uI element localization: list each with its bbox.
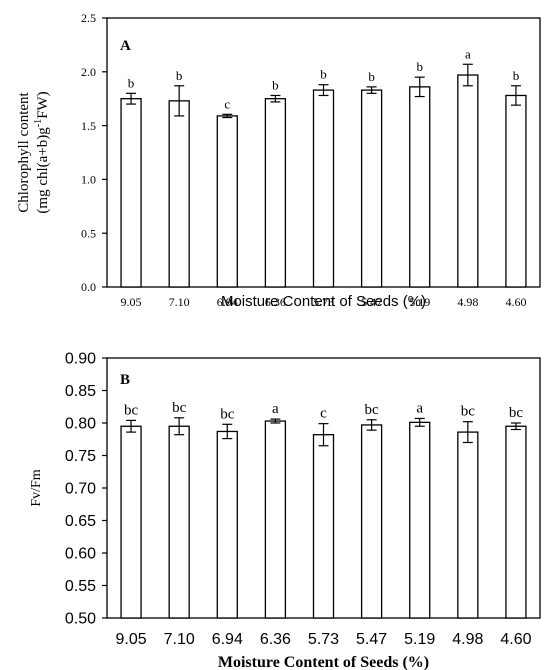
bar: [216, 430, 238, 619]
significance-letter: bc: [509, 405, 524, 421]
y-tick-label: 0.65: [65, 513, 96, 530]
chart-panel-a: 0.0 0.5 1.0 1.5 2.0 2.5 b 9.05 b 7.10 c 6.94 b 6.36 b 5…: [16, 11, 541, 310]
x-tick-label: 4.98: [457, 295, 478, 309]
significance-letter: b: [416, 59, 423, 74]
y-tick-label: 0.50: [65, 611, 96, 628]
y-tick-label: 0.90: [65, 351, 96, 368]
significance-letter: c: [224, 96, 230, 111]
significance-letter: a: [272, 401, 279, 417]
y-tick-label: 0.85: [65, 383, 96, 400]
bar: [457, 431, 479, 619]
significance-letter: a: [465, 46, 471, 61]
x-tick-label: 5.73: [308, 631, 339, 648]
bar: [120, 98, 142, 288]
bar: [457, 74, 479, 288]
x-tick-label: 7.10: [164, 631, 195, 648]
significance-letter: bc: [461, 404, 476, 420]
x-tick-label: 5.47: [356, 631, 387, 648]
significance-letter: b: [176, 68, 183, 83]
y-axis-label-line1: Chlorophyll content: [16, 91, 32, 212]
y-tick-label: 0.60: [65, 546, 96, 563]
x-tick-label: 5.73: [313, 295, 334, 309]
x-tick-label: 6.94: [217, 295, 238, 309]
x-tick-label: 7.10: [169, 295, 190, 309]
y-axis-label-unit: FW): [35, 91, 51, 119]
x-tick-label: 4.98: [452, 631, 483, 648]
y-tick-label: 2.0: [81, 65, 96, 79]
bar: [360, 89, 383, 288]
significance-letter: b: [320, 67, 327, 82]
bar: [409, 421, 431, 619]
significance-letter: bc: [172, 400, 187, 416]
y-axis-label-main: (mg chl(a+b)g: [35, 127, 51, 214]
y-tick-label: 0.55: [65, 578, 96, 595]
x-tick-label: 5.19: [404, 631, 435, 648]
bar: [312, 434, 335, 619]
bar: [264, 98, 287, 288]
x-tick-label: 9.05: [121, 295, 142, 309]
chart-panel-b: 0.50 0.55 0.60 0.65 0.70 0.75 0.80 0.85 0.90 bc 9.…: [29, 351, 541, 670]
y-axis-label-superscript: -1: [33, 119, 44, 127]
significance-letter: b: [513, 68, 520, 83]
significance-letter: a: [416, 400, 423, 416]
bar: [409, 86, 431, 288]
significance-letter: bc: [124, 402, 139, 418]
y-tick-label: 0.0: [81, 280, 96, 294]
bar: [312, 89, 335, 288]
panel-label: A: [120, 38, 131, 54]
bar: [360, 424, 383, 619]
bar: [168, 425, 190, 619]
x-axis-label: Moisture Content of Seeds (%): [221, 293, 426, 310]
x-tick-label: 6.36: [265, 295, 286, 309]
x-tick-label: 4.60: [500, 631, 531, 648]
bar: [120, 425, 142, 619]
y-tick-label: 0.75: [65, 448, 96, 465]
y-tick-label: 1.5: [81, 119, 96, 133]
x-tick-label: 5.19: [409, 295, 430, 309]
significance-letter: b: [272, 77, 279, 92]
significance-letter: b: [128, 75, 135, 90]
significance-letter: c: [320, 406, 327, 422]
x-tick-label: 4.60: [505, 295, 526, 309]
x-tick-label: 6.36: [260, 631, 291, 648]
y-axis-label: Fv/Fm: [29, 469, 44, 506]
y-axis-label-line2: (mg chl(a+b)g-1FW): [33, 91, 51, 213]
x-tick-label: 6.94: [212, 631, 243, 648]
y-tick-label: 1.0: [81, 173, 96, 187]
y-tick-label: 0.80: [65, 416, 96, 433]
bar: [505, 94, 527, 288]
bar: [505, 425, 527, 619]
y-tick-label: 0.5: [81, 226, 96, 240]
bar: [264, 420, 287, 619]
y-tick-label: 0.70: [65, 481, 96, 498]
x-axis-label: Moisture Content of Seeds (%): [218, 654, 429, 670]
x-tick-label: 5.47: [361, 295, 382, 309]
y-tick-label: 2.5: [81, 11, 96, 25]
panel-label: B: [120, 372, 130, 388]
bar: [216, 115, 238, 288]
bar: [168, 100, 190, 288]
x-tick-label: 9.05: [115, 631, 146, 648]
significance-letter: b: [368, 69, 375, 84]
significance-letter: bc: [220, 406, 235, 422]
significance-letter: bc: [365, 402, 380, 418]
